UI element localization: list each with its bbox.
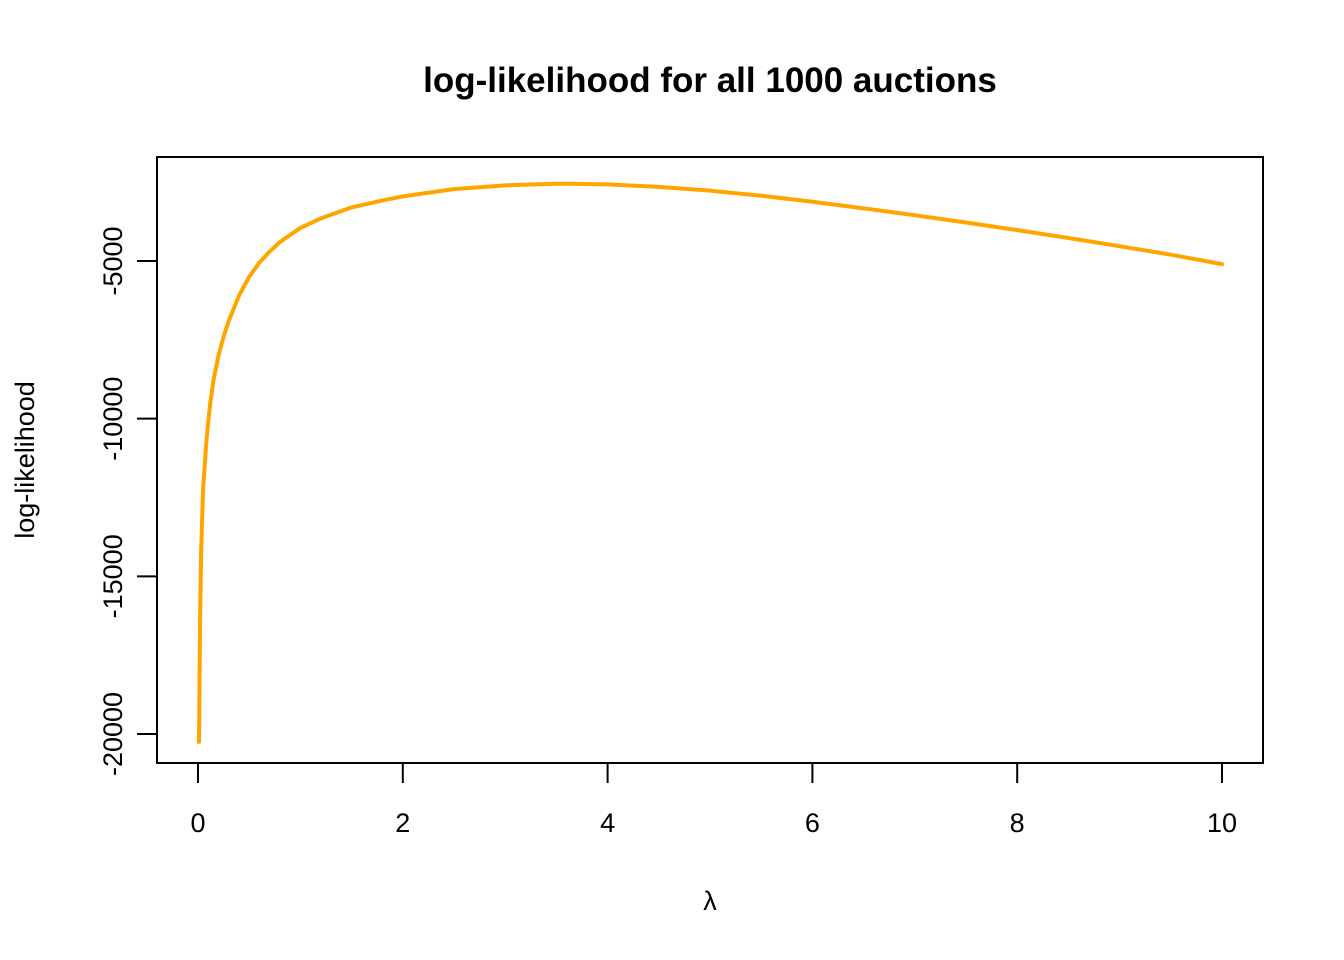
y-tick-label: -5000 bbox=[98, 226, 128, 295]
y-axis-label: log-likelihood bbox=[10, 381, 40, 539]
y-tick-label: -15000 bbox=[98, 534, 128, 618]
x-tick-label: 4 bbox=[600, 808, 615, 838]
x-axis: 0 2 4 6 8 10 bbox=[190, 762, 1237, 838]
series-layer bbox=[197, 181, 1224, 744]
x-tick-label: 8 bbox=[1010, 808, 1025, 838]
series-line-0 bbox=[197, 181, 1224, 744]
plot-frame bbox=[156, 156, 1264, 764]
x-axis-label: λ bbox=[703, 886, 717, 916]
x-tick-label: 6 bbox=[805, 808, 820, 838]
y-tick-label: -10000 bbox=[98, 377, 128, 461]
y-axis: -5000 -10000 -15000 -20000 bbox=[98, 226, 158, 776]
x-tick-label: 10 bbox=[1207, 808, 1237, 838]
x-tick-label: 2 bbox=[395, 808, 410, 838]
y-tick-label: -20000 bbox=[98, 692, 128, 776]
chart-title: log-likelihood for all 1000 auctions bbox=[423, 61, 997, 100]
x-tick-label: 0 bbox=[190, 808, 205, 838]
